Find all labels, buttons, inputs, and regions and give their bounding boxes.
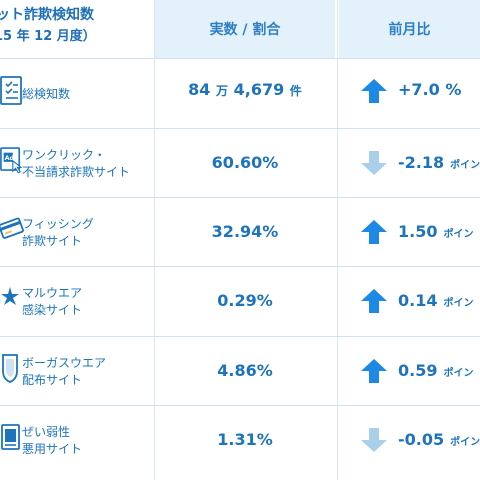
delta-value: 0.14 ポイン [398, 291, 474, 310]
page-title: ット詐欺検知数 [0, 7, 94, 23]
category-label: 総検知数 [22, 87, 71, 101]
row-divider [0, 58, 480, 59]
arrow-up-icon [361, 359, 387, 383]
ad-click-icon: Ad [0, 147, 22, 174]
page-subtitle: 15 年 12 月度） [0, 29, 96, 44]
arrow-up-icon [361, 220, 387, 244]
bogus-shield-icon [2, 354, 18, 383]
table-row: 総検知数 84 万 4,679 件 +7.0 % [0, 60, 480, 129]
row-divider [0, 405, 480, 406]
column-header-count-share: 実数 / 割合 [155, 0, 335, 58]
category-label: 配布サイト [22, 373, 83, 387]
category-label: 不当請求詐欺サイト [22, 165, 131, 179]
share-value: 1.31% [217, 430, 273, 449]
category-label: ワンクリック・ [22, 148, 106, 162]
delta-value: -0.05 ポイン [398, 430, 480, 449]
count-value: 84 万 4,679 件 [188, 80, 302, 99]
category-label: ボーガスウエア [22, 356, 107, 370]
table-row: ボーガスウエア 配布サイト 4.86% 0.59 ポイン [0, 337, 480, 406]
column-header-vs-prev: 前月比 [339, 0, 480, 58]
arrow-up-icon [361, 79, 387, 103]
delta-value: +7.0 % [398, 80, 462, 99]
row-divider [0, 197, 480, 198]
vulnerable-page-icon [1, 424, 20, 450]
delta-value: -2.18 ポイン [398, 153, 480, 172]
share-value: 60.60% [211, 153, 279, 172]
category-label: フィッシング [22, 217, 94, 231]
row-divider [0, 336, 480, 337]
arrow-down-icon [361, 428, 387, 452]
category-label: ぜい弱性 [22, 425, 71, 439]
share-value: 4.86% [217, 361, 273, 380]
table-row: フィッシング 詐欺サイト 32.94% 1.50 ポイン [0, 198, 480, 267]
row-divider [0, 128, 480, 129]
arrow-down-icon [361, 151, 387, 175]
row-divider [0, 266, 480, 267]
table-row: マルウエア 感染サイト 0.29% 0.14 ポイン [0, 267, 480, 336]
column-divider [337, 0, 338, 480]
svg-text:Ad: Ad [5, 154, 15, 162]
column-divider [154, 0, 155, 480]
category-label: マルウエア [22, 286, 83, 300]
category-label: 詐欺サイト [22, 234, 83, 248]
malware-bug-icon [1, 287, 19, 305]
table-row: ぜい弱性 悪用サイト 1.31% -0.05 ポイン [0, 406, 480, 475]
delta-value: 0.59 ポイン [398, 361, 474, 380]
arrow-up-icon [361, 289, 387, 313]
table-row: Ad ワンクリック・ 不当請求詐欺サイト 60.60% -2.18 ポイン [0, 129, 480, 198]
share-value: 0.29% [217, 291, 273, 310]
checklist-icon [0, 76, 22, 105]
delta-value: 1.50 ポイン [398, 222, 474, 241]
share-value: 32.94% [211, 222, 279, 241]
phishing-card-icon [0, 217, 24, 239]
category-label: 悪用サイト [22, 442, 83, 456]
category-label: 感染サイト [22, 303, 83, 317]
